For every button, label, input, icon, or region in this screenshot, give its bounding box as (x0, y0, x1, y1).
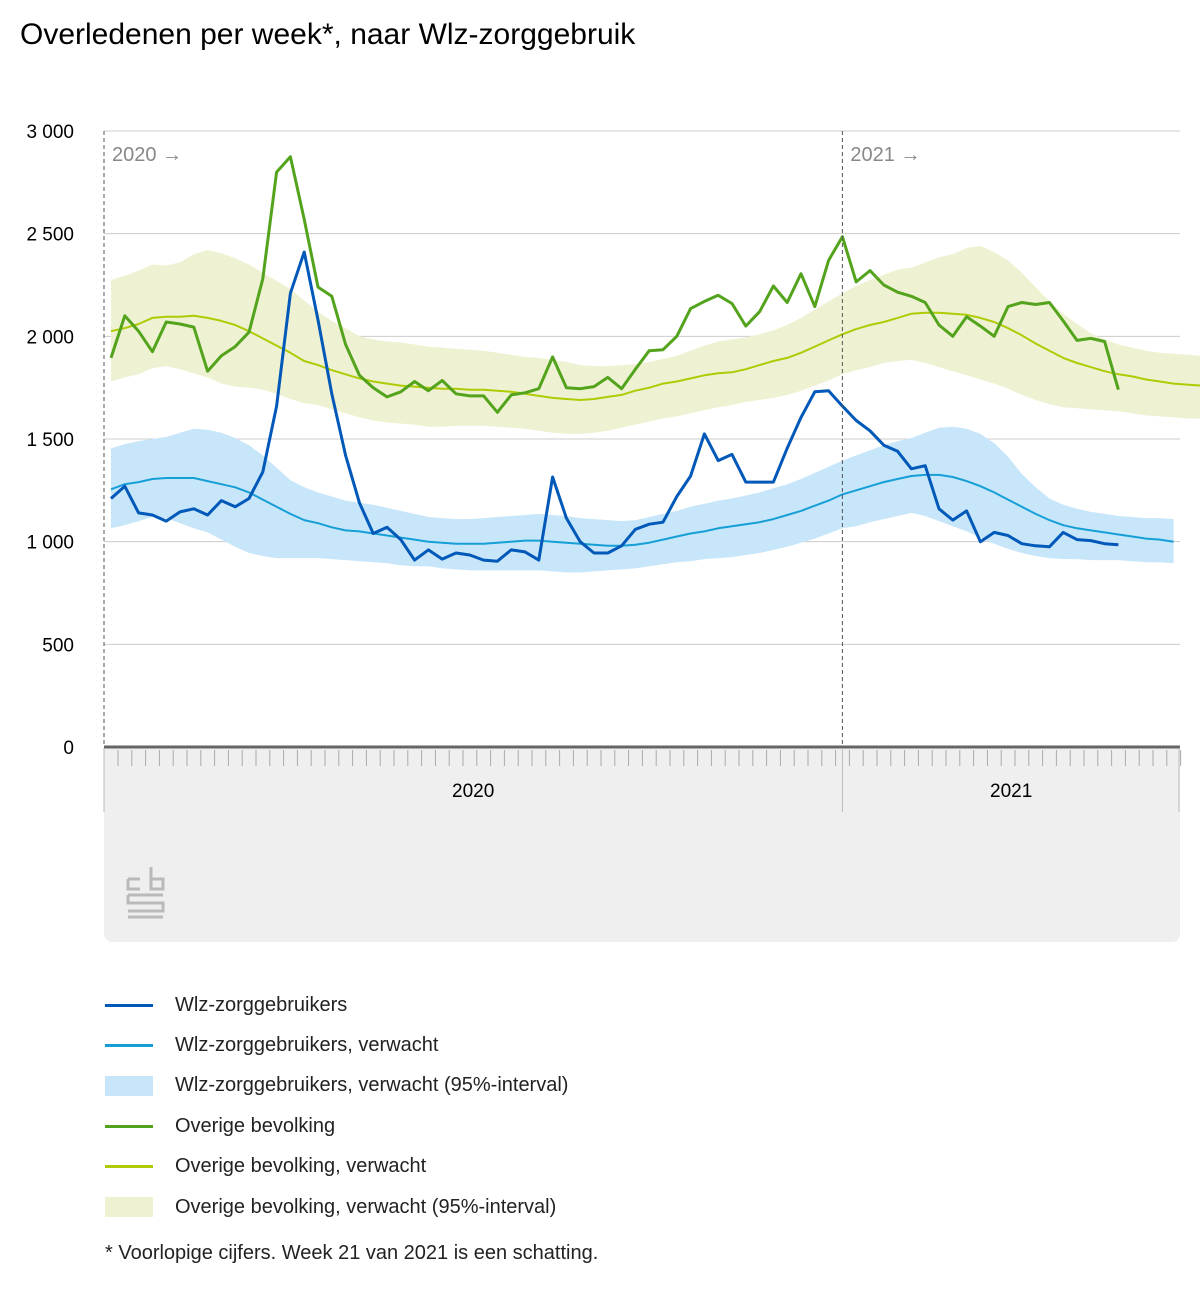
year-marker: 2021 → (850, 144, 920, 166)
line-wlz-zorggebruikers-verwacht (110, 473, 1174, 547)
year-marker: 2020 → (112, 144, 182, 166)
legend-label: Wlz-zorggebruikers, verwacht (95%-interv… (175, 1074, 569, 1097)
legend-label: Wlz-zorggebruikers (175, 993, 348, 1016)
y-tick-label: 500 (42, 635, 74, 656)
line-overige-bevolking (109, 155, 1120, 414)
legend-item: Overige bevolking (105, 1106, 1105, 1146)
legend: Wlz-zorggebruikers Wlz-zorggebruikers, ve… (105, 985, 1105, 1227)
y-tick-labels: 0 500 1 000 1 500 2 000 2 500 3 000 (26, 122, 74, 759)
legend-swatch (105, 1165, 153, 1169)
legend-swatch (105, 1197, 153, 1218)
series-lines (109, 155, 1200, 563)
y-tick-label: 3 000 (26, 122, 74, 143)
legend-swatch (105, 1044, 153, 1048)
line-wlz-zorggebruikers (110, 250, 1119, 563)
year-markers: 2020 → 2021 → (103, 131, 920, 747)
cbs-logo-icon (126, 867, 165, 919)
y-tick-label: 2 500 (26, 225, 74, 246)
x-axis: 2020 2021 (103, 745, 1182, 812)
band-overige-bevolking (111, 246, 1200, 434)
legend-label: Wlz-zorggebruikers, verwacht (175, 1034, 439, 1057)
legend-label: Overige bevolking (175, 1114, 336, 1137)
legend-swatch (105, 1075, 153, 1096)
chart: 0 500 1 000 1 500 2 000 2 500 3 000 2020 → 2021… (26, 122, 1200, 942)
legend-swatch (105, 1124, 153, 1128)
line-overige-bevolking-verwacht (110, 311, 1200, 401)
legend-item: Wlz-zorggebruikers, verwacht (95%-interv… (105, 1066, 1105, 1106)
legend-item: Overige bevolking, verwacht (105, 1147, 1105, 1187)
legend-label: Overige bevolking, verwacht (175, 1155, 427, 1178)
legend-item: Wlz-zorggebruikers (105, 985, 1105, 1025)
x-axis-panel (104, 748, 1180, 942)
legend-swatch (105, 1003, 153, 1007)
footnote: * Voorlopige cijfers. Week 21 van 2021 i… (105, 1242, 599, 1264)
band-wlz-zorggebruikers (111, 426, 1174, 573)
y-tick-label: 1 000 (26, 533, 74, 554)
legend-item: Wlz-zorggebruikers, verwacht (105, 1025, 1105, 1065)
x-group-label: 2020 (452, 781, 494, 802)
y-tick-label: 1 500 (26, 430, 74, 451)
legend-label: Overige bevolking, verwacht (95%-interva… (175, 1195, 557, 1218)
x-group-label: 2021 (990, 781, 1032, 802)
legend-item: Overige bevolking, verwacht (95%-interva… (105, 1187, 1105, 1227)
chart-title: Overledenen per week*, naar Wlz-zorggebr… (20, 18, 636, 51)
y-tick-label: 0 (63, 738, 74, 759)
y-tick-label: 2 000 (26, 327, 74, 348)
